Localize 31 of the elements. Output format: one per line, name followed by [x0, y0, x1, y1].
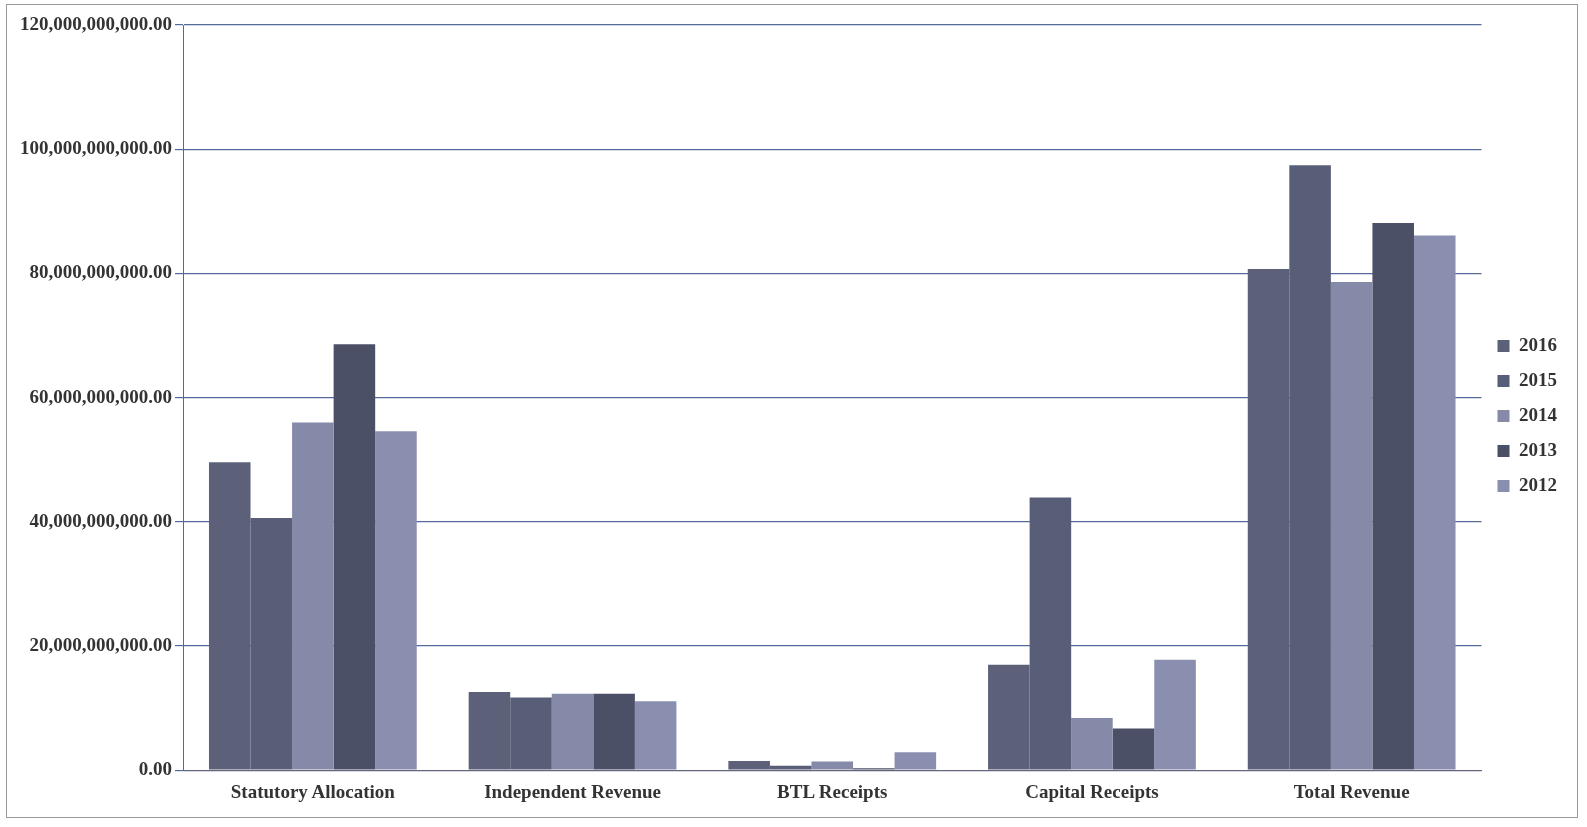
bar — [1071, 718, 1113, 770]
x-tick-label: Capital Receipts — [1025, 780, 1159, 802]
bar — [551, 693, 594, 770]
y-tick-label: 120,000,000,000.00 — [20, 12, 172, 34]
bar — [1330, 282, 1373, 770]
legend-label: 2013 — [1519, 438, 1557, 460]
x-tick-label: Statutory Allocation — [230, 780, 396, 802]
y-tick-label: 40,000,000,000.00 — [29, 509, 172, 531]
legend-label: 2016 — [1519, 333, 1557, 355]
y-tick-label: 100,000,000,000.00 — [20, 137, 172, 159]
bar — [1413, 235, 1456, 770]
y-tick-label: 20,000,000,000.00 — [29, 633, 172, 655]
bar — [292, 422, 334, 770]
y-tick-label: 80,000,000,000.00 — [29, 261, 172, 283]
y-tick-label: 60,000,000,000.00 — [29, 385, 172, 407]
legend-label: 2015 — [1519, 368, 1557, 390]
bar — [894, 752, 937, 770]
x-tick-label: BTL Receipts — [777, 780, 888, 802]
bar — [811, 761, 854, 770]
x-tick-label: Total Revenue — [1293, 780, 1410, 802]
bar — [333, 344, 376, 770]
bar — [1372, 223, 1414, 770]
x-tick-label: Independent Revenue — [484, 780, 661, 802]
bar — [634, 701, 677, 770]
bar — [1154, 659, 1196, 770]
y-tick-label: 0.00 — [138, 758, 172, 780]
legend-label: 2012 — [1519, 473, 1557, 495]
bar — [1112, 728, 1155, 770]
bar — [375, 431, 417, 770]
legend-label: 2014 — [1519, 403, 1558, 425]
bar — [593, 693, 635, 770]
